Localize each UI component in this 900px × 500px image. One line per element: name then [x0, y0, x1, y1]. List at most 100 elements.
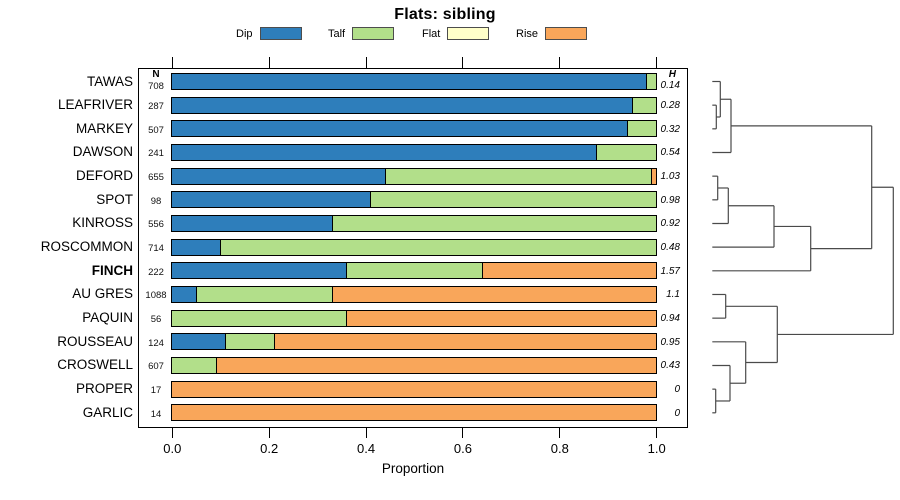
x-tick-top	[171, 57, 173, 68]
h-value: 0.14	[660, 79, 680, 91]
legend-swatch-dip	[259, 27, 302, 40]
n-value: 17	[150, 385, 162, 397]
stacked-bar	[171, 333, 657, 351]
legend-item: Talf	[328, 26, 395, 41]
row-label: DEFORD	[76, 168, 133, 184]
bar-segment-dip	[172, 263, 347, 279]
bar-segment-rise	[331, 286, 656, 302]
stacked-bar	[171, 73, 657, 90]
x-tick-label: 0.0	[163, 441, 182, 456]
bar-segment-rise	[172, 381, 656, 397]
bar-segment-rise	[481, 263, 656, 279]
bar-segment-talf	[172, 310, 347, 326]
bar-segment-dip	[172, 168, 385, 184]
stacked-bar	[171, 96, 657, 114]
bar-segment-talf	[220, 239, 656, 255]
n-value: 241	[148, 148, 164, 160]
x-tick-bottom	[462, 427, 464, 438]
h-value: 0.54	[660, 147, 680, 159]
stacked-bar	[171, 380, 657, 398]
legend-swatch-talf	[352, 27, 395, 40]
n-value: 556	[148, 219, 164, 231]
bar-segment-talf	[225, 334, 274, 350]
x-tick-label: 0.8	[550, 441, 569, 456]
bar-segment-rise	[215, 357, 656, 373]
x-tick-label: 0.2	[260, 441, 279, 456]
n-value: 222	[148, 266, 164, 278]
x-tick-top	[656, 57, 658, 68]
stacked-bar	[171, 309, 657, 327]
bar-segment-talf	[595, 144, 656, 160]
h-value: 0.48	[660, 242, 680, 254]
stacked-bar	[171, 262, 657, 280]
chart-title: Flats: sibling	[394, 6, 496, 23]
legend-swatch-flat	[447, 27, 490, 40]
bar-segment-dip	[172, 97, 632, 113]
legend-label: Talf	[328, 27, 346, 40]
legend-item: Flat	[422, 26, 490, 41]
x-tick-bottom	[656, 427, 658, 438]
stacked-bar	[171, 191, 657, 209]
h-column-header: H	[668, 69, 676, 80]
x-tick-top	[365, 57, 367, 68]
legend-swatch-rise	[545, 27, 588, 40]
h-value: 0.98	[660, 194, 680, 206]
x-tick-bottom	[559, 427, 561, 438]
legend-item: Dip	[236, 26, 302, 41]
bar-segment-talf	[631, 97, 656, 113]
x-tick-label: 0.6	[453, 441, 472, 456]
x-tick-bottom	[365, 427, 367, 438]
n-value: 507	[148, 124, 164, 136]
x-tick-label: 0.4	[357, 441, 376, 456]
n-value: 56	[150, 314, 162, 326]
bar-segment-talf	[626, 121, 656, 137]
x-axis-title: Proportion	[381, 461, 445, 476]
n-value: 98	[150, 195, 162, 207]
row-label: AU GRES	[72, 286, 133, 302]
x-tick-top	[559, 57, 561, 68]
row-label: CROSWELL	[57, 357, 133, 373]
n-column-header: N	[152, 69, 160, 80]
row-label: ROUSSEAU	[57, 333, 133, 349]
n-value: 655	[148, 172, 164, 184]
x-tick-top	[462, 57, 464, 68]
x-tick-bottom	[268, 427, 270, 438]
stacked-bar	[171, 143, 657, 161]
bar-segment-dip	[172, 215, 332, 231]
bar-segment-talf	[331, 215, 656, 231]
bar-segment-dip	[172, 192, 371, 208]
h-value: 0.94	[660, 313, 680, 325]
h-value: 1.03	[660, 171, 680, 183]
h-value: 0.95	[660, 336, 680, 348]
n-value: 124	[148, 337, 164, 349]
h-value: 0.28	[660, 100, 680, 112]
x-tick-label: 1.0	[647, 441, 666, 456]
row-label: PAQUIN	[82, 310, 133, 326]
row-label: TAWAS	[87, 73, 133, 89]
h-value: 1.57	[660, 265, 680, 277]
h-value: 0	[674, 407, 680, 419]
stacked-bar	[171, 120, 657, 138]
h-value: 0.92	[660, 218, 680, 230]
bar-segment-talf	[646, 74, 656, 89]
row-label: PROPER	[75, 381, 133, 397]
h-value: 1.1	[666, 289, 680, 301]
bar-segment-talf	[196, 286, 332, 302]
row-label: DAWSON	[72, 144, 133, 160]
legend-label: Rise	[516, 27, 539, 40]
bar-segment-talf	[384, 168, 652, 184]
h-value: 0.32	[660, 123, 680, 135]
bar-segment-talf	[172, 357, 216, 373]
bar-segment-rise	[273, 334, 656, 350]
stacked-bar	[171, 356, 657, 374]
n-value: 607	[148, 361, 164, 373]
row-label: MARKEY	[75, 120, 133, 136]
legend-label: Dip	[236, 27, 253, 40]
n-value: 1088	[145, 290, 167, 302]
n-value: 14	[150, 408, 162, 420]
h-value: 0.43	[660, 360, 680, 372]
plot-border	[138, 68, 688, 428]
x-tick-bottom	[171, 427, 173, 438]
bar-segment-dip	[172, 334, 226, 350]
